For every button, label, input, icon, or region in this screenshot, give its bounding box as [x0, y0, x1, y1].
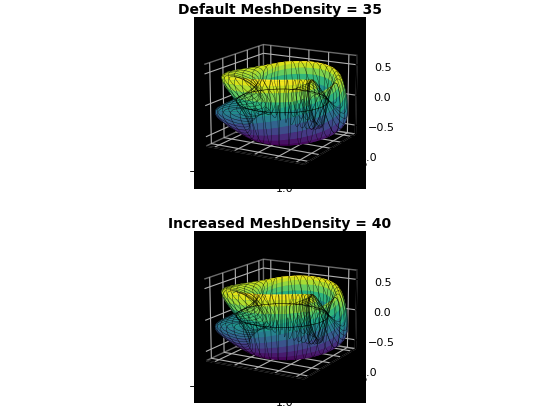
Title: Increased MeshDensity = 40: Increased MeshDensity = 40	[169, 218, 391, 231]
Title: Default MeshDensity = 35: Default MeshDensity = 35	[178, 3, 382, 17]
